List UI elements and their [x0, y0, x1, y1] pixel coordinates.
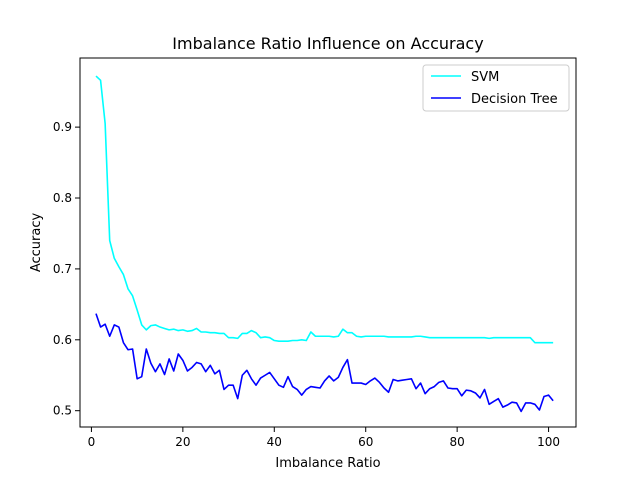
legend: SVM Decision Tree — [422, 64, 570, 112]
y-axis: 0.5 0.6 0.7 0.8 0.9 — [53, 120, 80, 418]
series-line-decision-tree — [95, 313, 554, 413]
chart-title: Imbalance Ratio Influence on Accuracy — [172, 34, 483, 53]
plot-frame — [79, 57, 577, 428]
x-tick-label: 100 — [537, 435, 560, 449]
y-axis-label: Accuracy — [29, 213, 44, 273]
x-tick-label: 60 — [358, 435, 373, 449]
series-layer — [95, 75, 554, 413]
x-tick-label: 0 — [88, 435, 96, 449]
x-axis-label: Imbalance Ratio — [275, 456, 380, 471]
legend-label-svm: SVM — [471, 70, 499, 85]
y-tick-label: 0.7 — [53, 262, 72, 276]
plot-area — [79, 57, 577, 428]
series-line-svm — [95, 75, 554, 344]
y-tick-label: 0.8 — [53, 191, 72, 205]
x-tick-label: 20 — [175, 435, 190, 449]
x-tick-label: 40 — [267, 435, 282, 449]
x-axis: 0 20 40 60 80 100 — [88, 427, 560, 449]
y-tick-label: 0.9 — [53, 120, 72, 134]
x-tick-label: 80 — [450, 435, 465, 449]
legend-label-decision-tree: Decision Tree — [471, 92, 558, 107]
y-tick-label: 0.5 — [53, 404, 72, 418]
y-tick-label: 0.6 — [53, 333, 72, 347]
